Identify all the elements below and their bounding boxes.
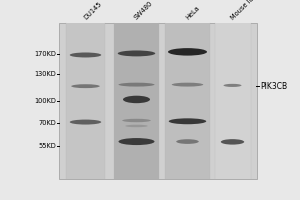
- Ellipse shape: [221, 139, 244, 145]
- Text: Mouse lung: Mouse lung: [230, 0, 261, 21]
- Text: HeLa: HeLa: [184, 5, 201, 21]
- Ellipse shape: [176, 139, 199, 144]
- Bar: [66, 23, 105, 179]
- Text: 170KD: 170KD: [34, 51, 56, 57]
- Ellipse shape: [71, 84, 100, 88]
- Ellipse shape: [169, 118, 206, 124]
- Text: 55KD: 55KD: [39, 143, 56, 149]
- Ellipse shape: [172, 83, 203, 87]
- Ellipse shape: [122, 119, 151, 122]
- Ellipse shape: [118, 138, 154, 145]
- Text: 130KD: 130KD: [35, 71, 56, 77]
- Ellipse shape: [118, 83, 154, 87]
- Ellipse shape: [224, 84, 242, 87]
- Text: 100KD: 100KD: [34, 98, 56, 104]
- Ellipse shape: [70, 120, 101, 125]
- Bar: [214, 23, 250, 179]
- Ellipse shape: [70, 52, 101, 57]
- Ellipse shape: [123, 96, 150, 103]
- Text: 70KD: 70KD: [39, 120, 56, 126]
- Bar: [114, 23, 159, 179]
- Ellipse shape: [168, 48, 207, 56]
- Text: DU145: DU145: [82, 1, 103, 21]
- Text: SW480: SW480: [134, 0, 154, 21]
- Bar: [165, 23, 210, 179]
- Ellipse shape: [118, 50, 155, 56]
- Text: PIK3CB: PIK3CB: [260, 82, 287, 91]
- Ellipse shape: [125, 125, 148, 127]
- Bar: [58, 23, 256, 179]
